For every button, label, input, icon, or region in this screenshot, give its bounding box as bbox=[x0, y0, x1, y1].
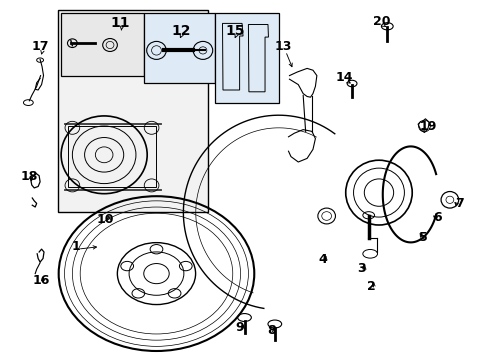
Bar bbox=[215, 13, 278, 103]
Text: 18: 18 bbox=[20, 170, 38, 183]
Text: 13: 13 bbox=[274, 40, 292, 53]
Bar bbox=[63, 189, 161, 190]
Bar bbox=[144, 13, 215, 83]
Text: 2: 2 bbox=[366, 280, 375, 293]
Text: 4: 4 bbox=[318, 253, 326, 266]
Bar bbox=[63, 123, 161, 124]
Text: 17: 17 bbox=[32, 40, 49, 53]
Bar bbox=[58, 10, 207, 212]
Text: 11: 11 bbox=[110, 17, 129, 30]
Text: 5: 5 bbox=[418, 231, 427, 244]
Text: 12: 12 bbox=[171, 24, 190, 37]
Bar bbox=[61, 13, 144, 76]
Text: 3: 3 bbox=[357, 262, 366, 275]
Text: 20: 20 bbox=[372, 15, 389, 28]
Text: 19: 19 bbox=[418, 120, 436, 132]
Text: 9: 9 bbox=[235, 321, 244, 334]
Text: 16: 16 bbox=[33, 274, 50, 287]
Text: 8: 8 bbox=[266, 324, 275, 337]
Text: 1: 1 bbox=[71, 240, 80, 253]
Text: 15: 15 bbox=[224, 24, 244, 37]
Text: 14: 14 bbox=[335, 71, 353, 84]
Text: 10: 10 bbox=[96, 213, 114, 226]
Text: 6: 6 bbox=[432, 211, 441, 224]
Text: 7: 7 bbox=[454, 197, 463, 210]
Bar bbox=[68, 126, 156, 187]
